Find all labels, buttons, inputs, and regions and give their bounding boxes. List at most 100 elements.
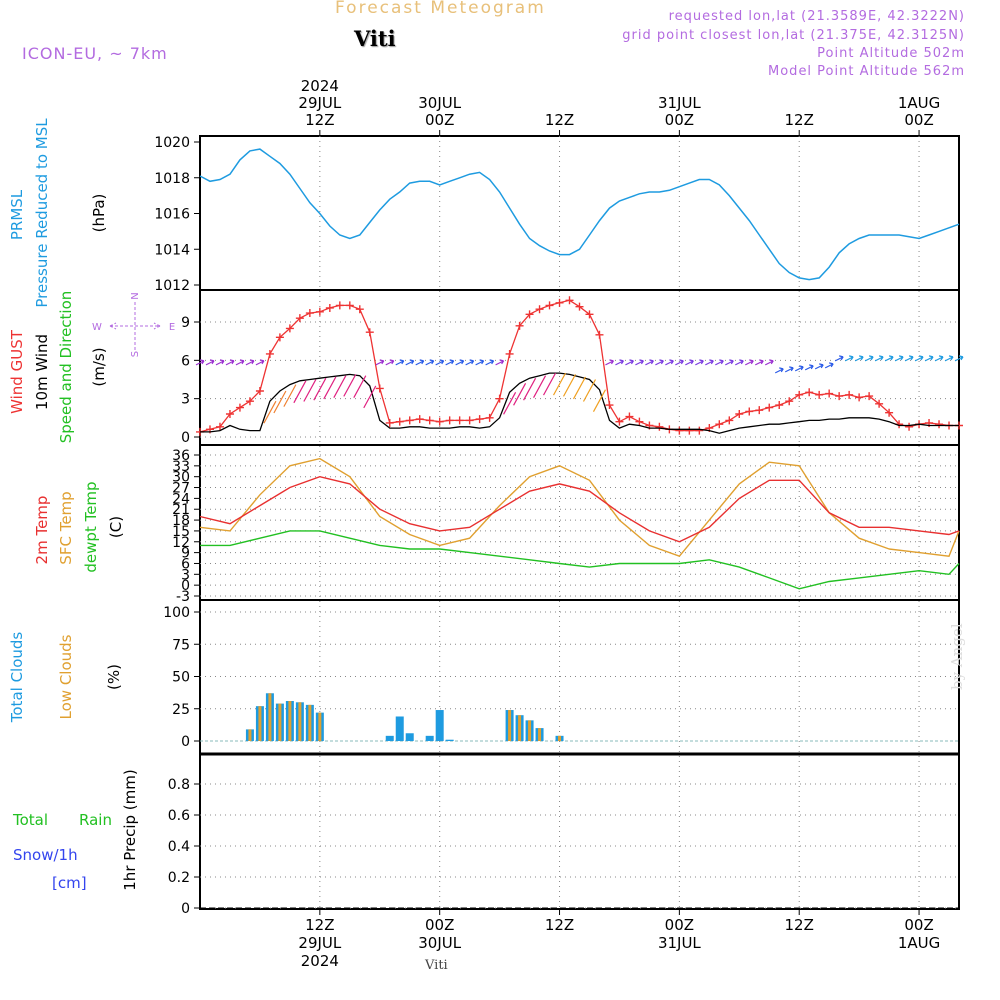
y-tick-label: -3: [176, 589, 190, 605]
gust-marker: [685, 426, 694, 435]
gust-marker: [335, 301, 344, 310]
total-cloud-bar: [425, 735, 434, 741]
gust-marker: [675, 426, 684, 435]
gust-marker: [535, 305, 544, 314]
y-tick-label: 1014: [154, 242, 190, 258]
total-cloud-bar: [435, 710, 444, 741]
total-cloud-bar: [445, 739, 454, 741]
wind-arrow: [954, 355, 964, 362]
label-wind-unit: (m/s): [90, 347, 108, 386]
gust-marker: [395, 417, 404, 426]
gust-marker: [715, 420, 724, 429]
y-tick-label: 100: [163, 605, 190, 621]
panel-frame: [199, 444, 960, 601]
wind-arrow: [385, 359, 395, 366]
y-tick-label: 6: [181, 556, 190, 572]
gust-marker: [735, 410, 744, 418]
x-tick-label-top: 12Z: [785, 111, 814, 129]
y-tick-label: 0: [181, 901, 190, 917]
wind-arrow: [605, 359, 614, 366]
gust-marker: [345, 301, 354, 310]
low-cloud-bar: [528, 720, 532, 741]
y-tick-label: 0.2: [168, 870, 190, 886]
label-cloud-unit: (%): [105, 664, 123, 690]
wind-arrow: [572, 376, 587, 400]
wind-arrow: [533, 375, 547, 398]
gust-marker: [605, 401, 614, 410]
gust-marker: [485, 413, 494, 422]
y-tick-label: 21: [172, 502, 190, 518]
gust-marker: [275, 333, 284, 342]
wind-arrow: [475, 359, 485, 366]
credit-watermark: by Angel: [948, 623, 966, 690]
gust-marker: [855, 393, 864, 402]
wind-arrow: [645, 359, 654, 366]
wind-arrow: [435, 359, 445, 366]
wind-arrow: [804, 364, 814, 371]
gust-marker: [545, 301, 554, 310]
x-tick-label-top: 31JUL: [658, 94, 701, 112]
wind-arrow: [894, 355, 904, 362]
x-tick-label-top: 12Z: [305, 111, 334, 129]
gust-marker: [415, 415, 424, 424]
wind-arrow: [205, 359, 215, 366]
low-cloud-bar: [508, 710, 512, 741]
requested-coords: requested lon,lat (21.3589E, 42.3222N): [668, 9, 965, 24]
compass-rose: [109, 302, 161, 350]
wind-arrow: [725, 359, 734, 366]
label-prmsl: PRMSL: [8, 189, 26, 240]
temp-2m-line: [199, 475, 960, 543]
x-tick-label-bottom: 30JUL: [418, 934, 461, 952]
y-tick-label: 0: [181, 430, 190, 446]
gust-marker: [375, 384, 384, 393]
wind-arrow: [353, 375, 367, 398]
gust-marker: [445, 416, 454, 425]
wind-arrow: [592, 389, 607, 413]
gust-marker: [765, 403, 774, 412]
gust-marker: [325, 303, 334, 312]
gust-marker: [835, 392, 844, 401]
x-tick-label-top: 1AUG: [898, 94, 940, 112]
wind-arrow: [844, 355, 854, 362]
wind-arrow: [245, 359, 255, 366]
gust-marker: [795, 390, 804, 399]
wind-arrow: [874, 355, 884, 362]
y-tick-label: 0: [181, 734, 190, 750]
y-tick-label: 33: [172, 459, 190, 475]
point-altitude: Point Altitude 502m: [817, 46, 965, 61]
y-tick-label: 9: [181, 546, 190, 562]
wind-arrow: [235, 359, 245, 366]
sfc-temp-line: [199, 457, 960, 558]
location-title: Viti: [354, 26, 396, 51]
y-tick-label: 75: [172, 637, 190, 653]
gust-marker: [865, 392, 874, 401]
wind-arrow: [523, 377, 537, 401]
wind-arrow: [754, 359, 764, 366]
wind-arrow: [824, 362, 834, 369]
label-winddir: Speed and Direction: [57, 291, 75, 444]
compass-s: S: [130, 351, 141, 357]
gust-marker: [295, 314, 304, 323]
x-tick-label-bottom: 2024: [301, 952, 339, 970]
wind-arrow: [864, 355, 874, 362]
gust-marker: [785, 397, 794, 406]
compass-w: W: [92, 322, 102, 333]
gust-marker: [425, 416, 434, 425]
x-tick-label-top: 30JUL: [418, 94, 461, 112]
total-cloud-bar: [405, 733, 414, 741]
wind-arrow: [944, 355, 954, 362]
wind-arrow: [283, 384, 297, 407]
gust-marker: [265, 349, 274, 358]
wind-arrow: [685, 359, 694, 366]
wind-arrow: [513, 383, 527, 406]
gust-marker: [435, 417, 444, 426]
gust-marker: [595, 330, 604, 339]
gust-marker: [585, 310, 594, 319]
label-prmsl-full: Pressure Reduced to MSL: [33, 118, 51, 308]
wind-arrow: [615, 359, 624, 366]
wind-arrow: [814, 363, 824, 370]
wind-arrow: [343, 374, 357, 397]
y-tick-label: 30: [172, 470, 190, 486]
x-tick-label-top: 00Z: [425, 111, 454, 129]
